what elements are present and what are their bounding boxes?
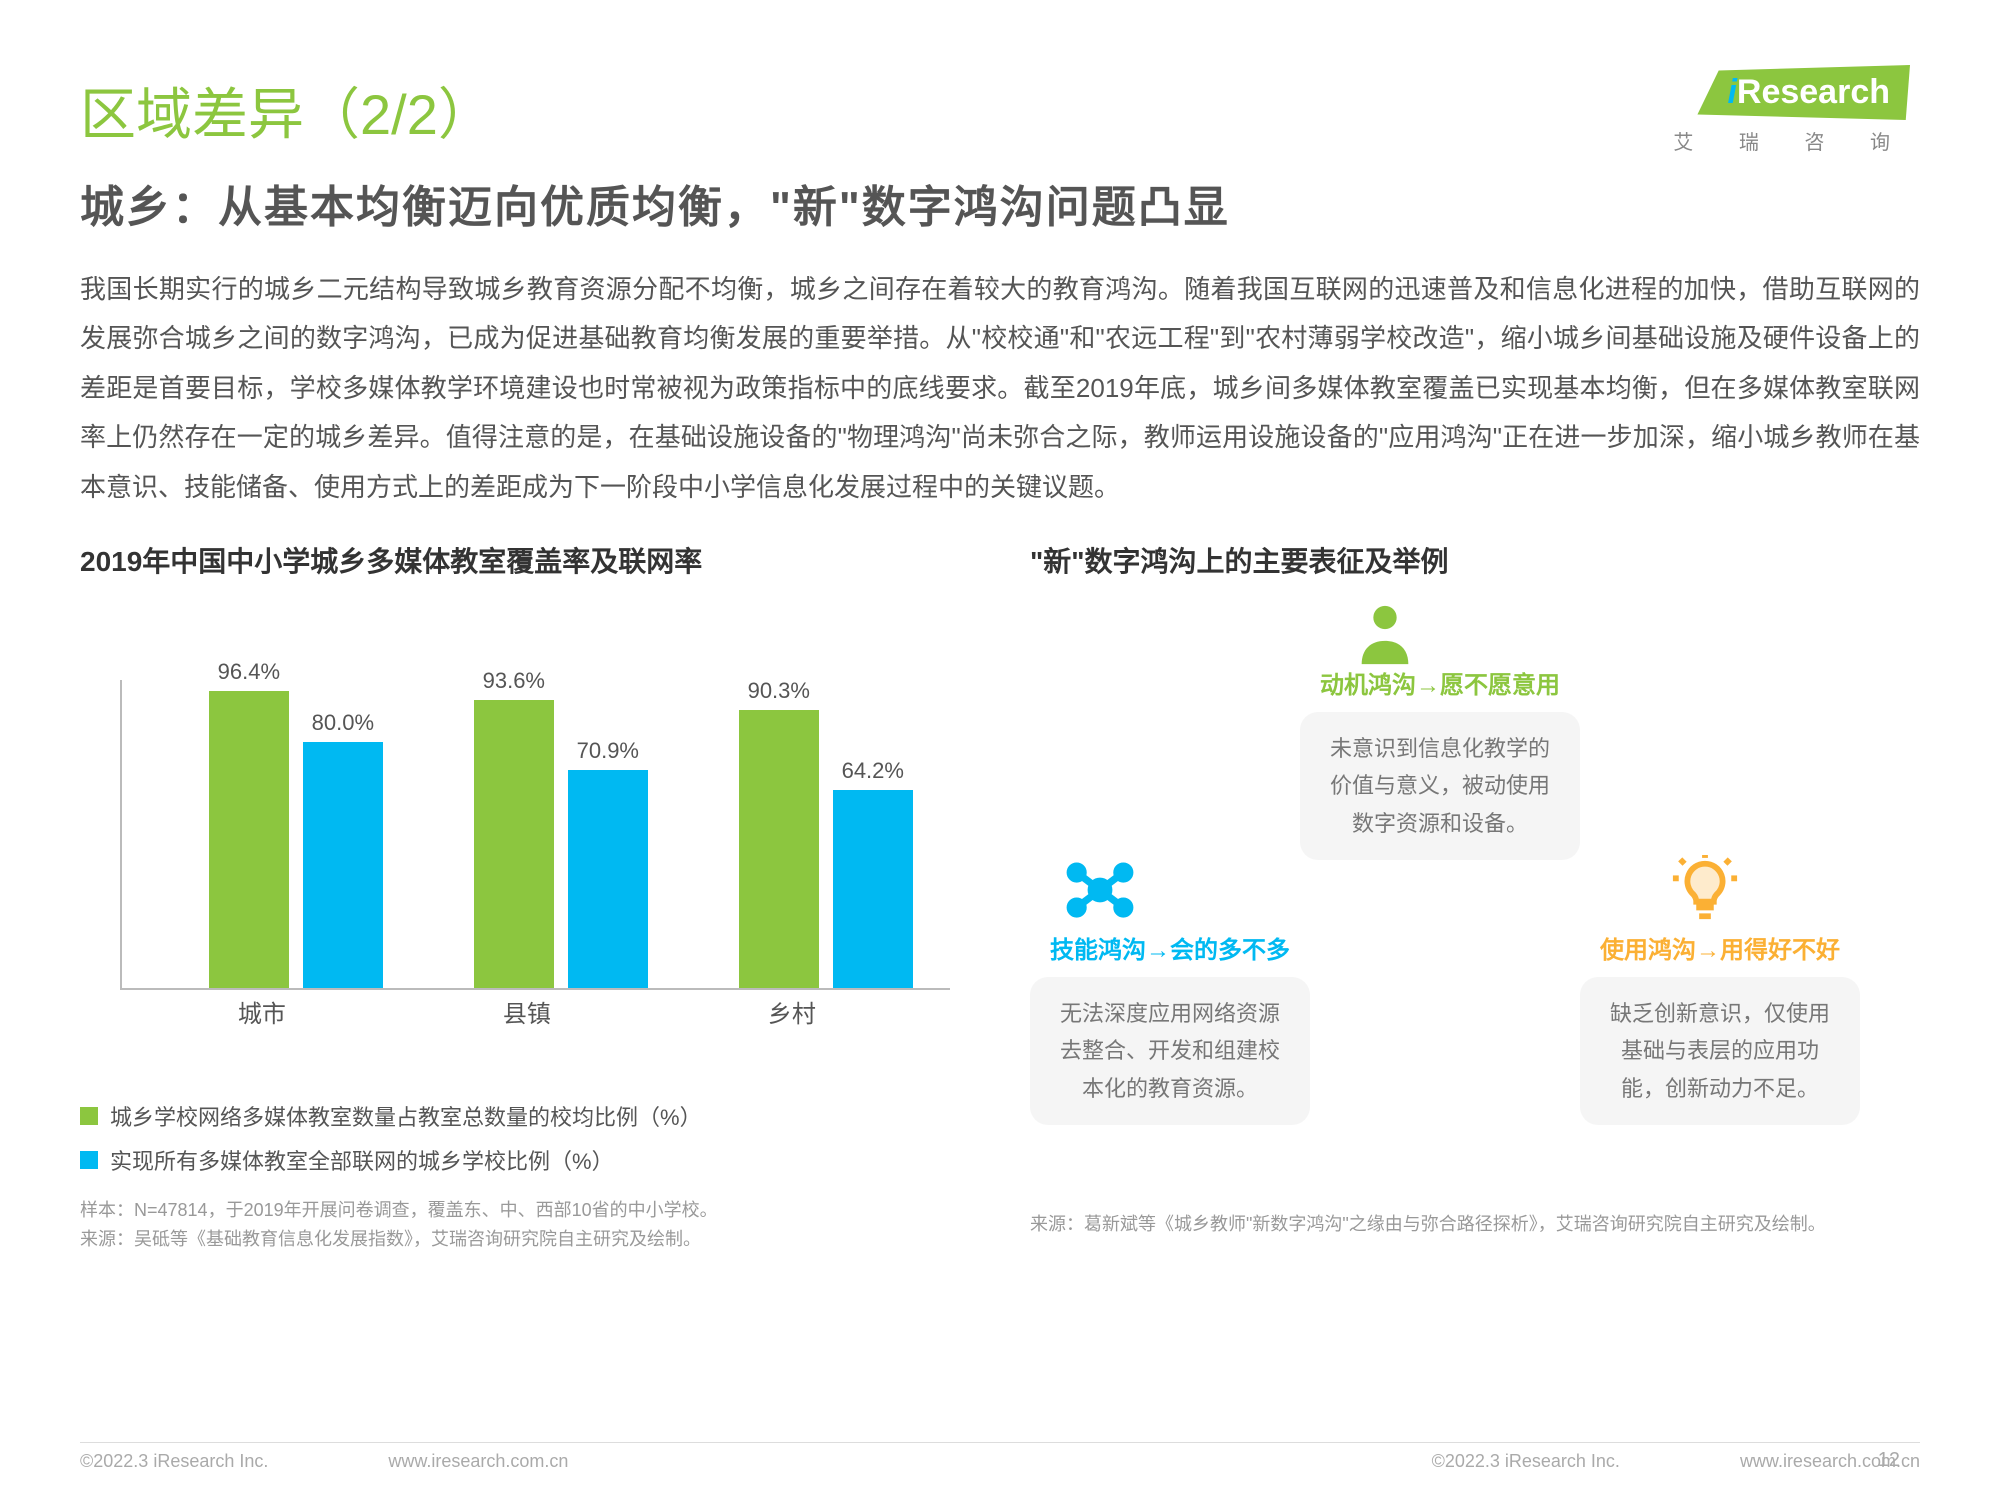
gap-diagram: 动机鸿沟→愿不愿意用 未意识到信息化教学的价值与意义，被动使用数字资源和设备。 … <box>1030 610 1920 1190</box>
gap-box-motivation: 动机鸿沟→愿不愿意用 未意识到信息化教学的价值与意义，被动使用数字资源和设备。 <box>1300 665 1580 860</box>
right-footnote: 来源：葛新斌等《城乡教师"新数字鸿沟"之缘由与弥合路径探析》，艾瑞咨询研究院自主… <box>1030 1210 1920 1239</box>
bar-chart: 96.4%80.0%城市93.6%70.9%县镇90.3%64.2%乡村 <box>80 620 970 1080</box>
legend-2: 实现所有多媒体教室全部联网的城乡学校比例（%） <box>110 1144 614 1176</box>
person-icon <box>1350 600 1420 670</box>
network-icon <box>1065 855 1135 925</box>
brand-subtitle: 艾 瑞 咨 询 <box>1665 126 1910 155</box>
copyright-right: ©2022.3 iResearch Inc. <box>1432 1451 1620 1472</box>
gap-box-skill: 技能鸿沟→会的多不多 无法深度应用网络资源去整合、开发和组建校本化的教育资源。 <box>1030 930 1310 1125</box>
brand-logo: iResearch 艾 瑞 咨 询 <box>1665 65 1910 155</box>
page-footer: ©2022.3 iResearch Inc. www.iresearch.com… <box>80 1442 1920 1472</box>
copyright-left: ©2022.3 iResearch Inc. <box>80 1451 268 1472</box>
lightbulb-icon <box>1670 855 1740 925</box>
right-title: "新"数字鸿沟上的主要表征及举例 <box>1030 540 1920 580</box>
legend-1: 城乡学校网络多媒体教室数量占教室总数量的校均比例（%） <box>110 1100 702 1132</box>
chart-footnote: 样本：N=47814，于2019年开展问卷调查，覆盖东、中、西部10省的中小学校… <box>80 1196 970 1254</box>
chart-legend: 城乡学校网络多媒体教室数量占教室总数量的校均比例（%） 实现所有多媒体教室全部联… <box>80 1100 970 1176</box>
url-left: www.iresearch.com.cn <box>388 1451 568 1472</box>
page-title: 区域差异（2/2） <box>80 70 1920 151</box>
chart-title: 2019年中国中小学城乡多媒体教室覆盖率及联网率 <box>80 540 970 580</box>
body-paragraph: 我国长期实行的城乡二元结构导致城乡教育资源分配不均衡，城乡之间存在着较大的教育鸿… <box>80 265 1920 512</box>
page-number: 12 <box>1878 1449 1900 1472</box>
page-subtitle: 城乡：从基本均衡迈向优质均衡，"新"数字鸿沟问题凸显 <box>80 171 1920 235</box>
gap-box-usage: 使用鸿沟→用得好不好 缺乏创新意识，仅使用基础与表层的应用功能，创新动力不足。 <box>1580 930 1860 1125</box>
